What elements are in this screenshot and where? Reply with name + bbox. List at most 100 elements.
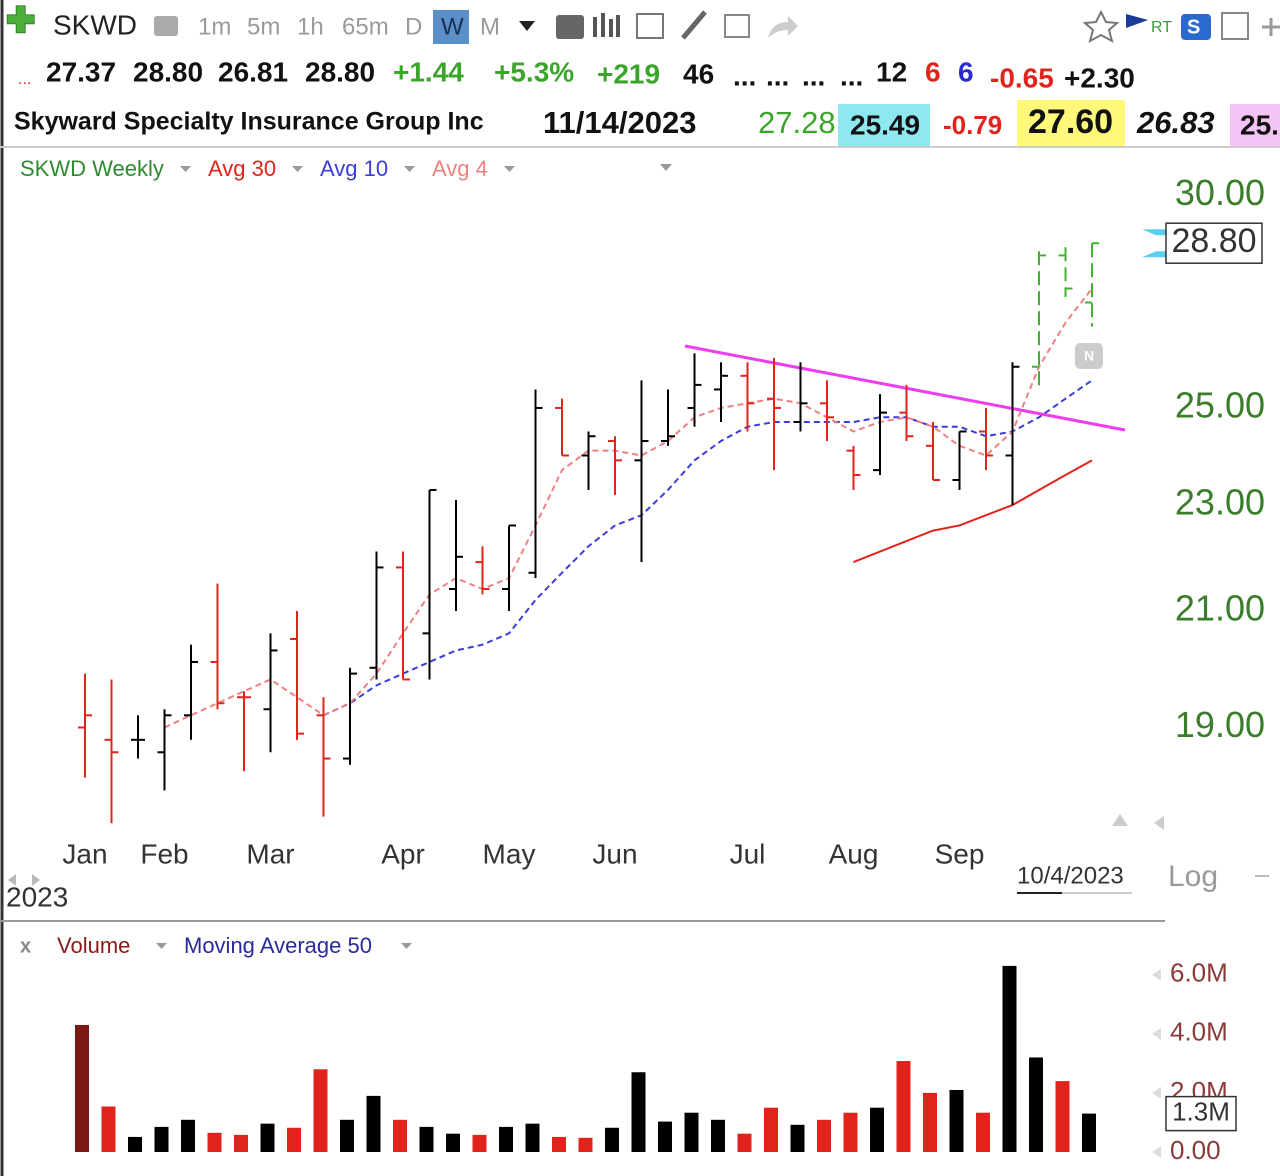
last-volume-box (1165, 1095, 1237, 1132)
legend-entry[interactable]: Avg 10 (320, 156, 388, 181)
interval[interactable]: 1m (198, 13, 231, 40)
scroll-left[interactable] (1154, 816, 1164, 830)
dropdown[interactable] (180, 166, 191, 172)
volume-bar (128, 1136, 142, 1152)
news-badge[interactable] (1075, 343, 1103, 369)
volume-bar (1082, 1113, 1096, 1152)
bars-icon[interactable] (593, 17, 597, 37)
interval[interactable]: 5m (247, 13, 280, 40)
volume-bar (605, 1127, 619, 1152)
legend-entry[interactable]: Volume (57, 933, 130, 958)
x-tick-label: Aug (829, 838, 879, 869)
bars-icon (601, 13, 605, 37)
draw-icon[interactable] (681, 10, 707, 40)
legend-entry[interactable]: Moving Average 50 (184, 933, 372, 958)
legend-entry[interactable]: Avg 30 (208, 156, 276, 181)
year-label: 2023 (6, 881, 68, 912)
volume-bar (684, 1112, 699, 1152)
more-icon[interactable] (1262, 18, 1280, 36)
share-icon[interactable] (768, 16, 798, 38)
volume-bar (75, 1024, 89, 1152)
trendline[interactable] (684, 344, 1126, 432)
x-tick-label: Jul (730, 838, 766, 869)
log-toggle[interactable]: Log (1168, 860, 1218, 893)
volume-bar (1002, 965, 1017, 1152)
volume-bar (181, 1119, 195, 1152)
volume-bar (976, 1112, 990, 1152)
volume-bar (949, 1089, 964, 1152)
news-badge-icon: N (1084, 348, 1094, 364)
selected-interval-bg (433, 10, 469, 44)
quote-item: ... (766, 60, 789, 91)
x-tick-label: Feb (140, 838, 188, 869)
y-tick-label: 30.00 (1175, 172, 1265, 213)
price-marker (1142, 229, 1166, 258)
close-button[interactable]: x (20, 935, 31, 957)
x-tick-label: May (483, 838, 536, 869)
dropdown[interactable] (401, 943, 412, 949)
volume-bar (896, 1061, 911, 1152)
dropdown[interactable] (519, 21, 535, 31)
volume-bar (366, 1095, 381, 1152)
interval[interactable]: D (405, 13, 422, 40)
page-icon[interactable] (724, 14, 750, 38)
volume-bar (631, 1072, 646, 1152)
y-tick-label: 19.00 (1175, 704, 1265, 745)
symbol[interactable]: SKWD (53, 9, 137, 40)
y-tick-label: 23.00 (1175, 482, 1265, 523)
y-tick-label: 25.00 (1175, 384, 1265, 425)
interval[interactable]: W (441, 13, 464, 40)
add-icon[interactable] (6, 5, 35, 34)
legend-entry[interactable]: Avg 4 (432, 156, 488, 181)
last-price-box (1165, 222, 1263, 264)
toolbar: SKWD 1m 5m 1h 65m D W M RT S (6, 5, 1280, 44)
type-icon[interactable] (556, 15, 584, 39)
volume-bar (790, 1124, 805, 1152)
dropdown[interactable] (156, 943, 167, 949)
interval[interactable]: M (480, 13, 500, 40)
y-tick-label: 0.00 (1170, 1135, 1221, 1165)
volume-bar (499, 1126, 513, 1152)
save-icon[interactable] (1221, 12, 1249, 40)
dropdown[interactable] (660, 164, 672, 171)
volume-bar (1055, 1081, 1070, 1152)
x-tick-label: Jun (592, 838, 637, 869)
x-tick-label: Apr (381, 838, 425, 869)
field: 27.28 (758, 105, 836, 140)
rt-label[interactable]: RT (1151, 19, 1172, 36)
volume-bar (764, 1107, 778, 1152)
scroll-up[interactable] (1112, 814, 1128, 826)
resize-icon[interactable] (8, 874, 40, 886)
y-tick-label: 6.0M (1170, 958, 1228, 988)
volume-bar (340, 1119, 354, 1152)
y-tick-label: 4.0M (1170, 1017, 1228, 1047)
legend-entry[interactable]: SKWD Weekly (20, 156, 164, 181)
interval[interactable]: 1h (297, 13, 324, 40)
flag-icon[interactable] (1126, 14, 1148, 28)
y-tick-label: 21.00 (1175, 587, 1265, 628)
company-name: Skyward Specialty Insurance Group Inc (14, 108, 484, 136)
quote-item: ... (18, 71, 31, 88)
volume-bar (817, 1119, 831, 1152)
volume-bar (578, 1137, 593, 1152)
volume-bar (313, 1069, 328, 1152)
name-row: Skyward Specialty Insurance Group Inc 11… (14, 100, 1280, 146)
volume-plot: 0.002.0M4.0M6.0M1.3M (75, 958, 1237, 1165)
interval[interactable]: 65m (342, 13, 389, 40)
s-badge[interactable]: S (1187, 16, 1200, 38)
moving-average-line (853, 459, 1093, 564)
dropdown[interactable] (292, 166, 303, 172)
quote-item: 28.80 (305, 56, 375, 87)
grid-icon[interactable] (636, 13, 664, 39)
moving-average-line (323, 379, 1093, 717)
volume-bar (923, 1092, 937, 1152)
dropdown[interactable] (504, 166, 515, 172)
star-icon[interactable] (1082, 9, 1120, 44)
field: -0.79 (943, 110, 1002, 140)
print-icon[interactable] (154, 16, 178, 36)
x-tick-label: Jan (62, 838, 107, 869)
volume-bar (552, 1136, 566, 1152)
dropdown[interactable] (404, 166, 415, 172)
volume-bar (260, 1123, 275, 1152)
